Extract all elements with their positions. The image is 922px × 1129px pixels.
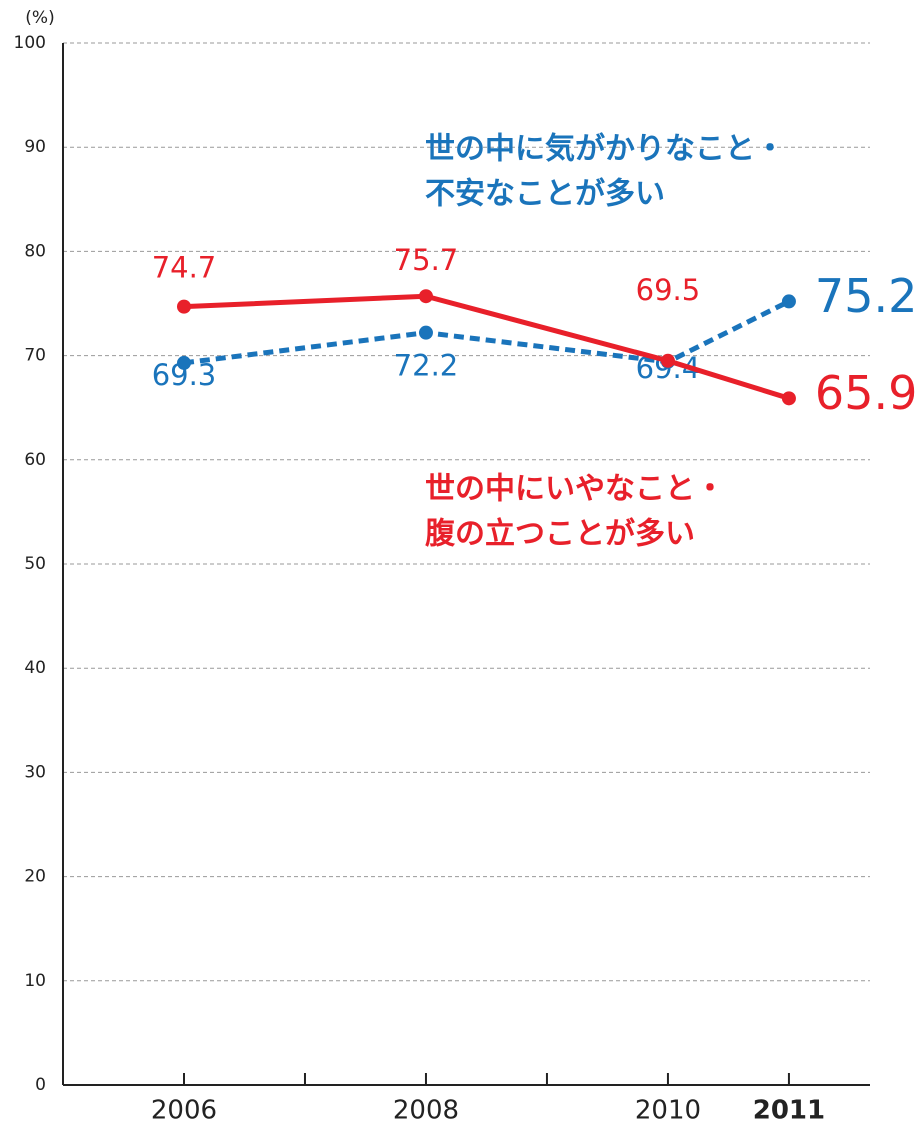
legend-label: 腹の立つことが多い [425, 517, 695, 552]
y-tick-label: 80 [24, 241, 46, 261]
x-tick-label: 2008 [393, 1096, 459, 1126]
series-line [183, 293, 790, 401]
y-tick-label: 40 [24, 658, 46, 678]
data-label: 75.7 [394, 243, 459, 277]
data-label: 74.7 [152, 251, 217, 285]
data-label: 69.5 [636, 273, 701, 307]
y-tick-label: 20 [24, 867, 46, 887]
y-tick-label: 30 [24, 762, 46, 782]
y-tick-label: 0 [35, 1075, 46, 1095]
point [176, 355, 191, 370]
legend-label: 世の中に気がかりなこと・ [425, 132, 785, 167]
y-tick-label: 10 [24, 971, 46, 991]
x-tick-label: 2011 [753, 1096, 825, 1126]
point [418, 289, 433, 304]
point [781, 294, 796, 309]
data-label: 75.2 [815, 269, 917, 323]
data-label: 72.2 [394, 349, 459, 383]
point [418, 325, 433, 340]
y-unit: (%) [25, 8, 54, 28]
point [660, 353, 675, 368]
y-tick-label: 90 [24, 137, 46, 157]
legend-label: 世の中にいやなこと・ [425, 472, 725, 507]
data-label: 69.3 [152, 358, 217, 392]
point [781, 391, 796, 406]
y-tick-label: 70 [24, 346, 46, 366]
legend-label: 不安なことが多い [425, 177, 665, 212]
data-label: 65.9 [815, 366, 917, 420]
series-line [183, 299, 791, 366]
x-tick-label: 2006 [151, 1096, 217, 1126]
y-tick-label: 100 [14, 33, 46, 53]
point [176, 299, 191, 314]
y-tick-label: 60 [24, 450, 46, 470]
y-tick-label: 50 [24, 554, 46, 574]
x-tick-label: 2010 [635, 1096, 701, 1126]
